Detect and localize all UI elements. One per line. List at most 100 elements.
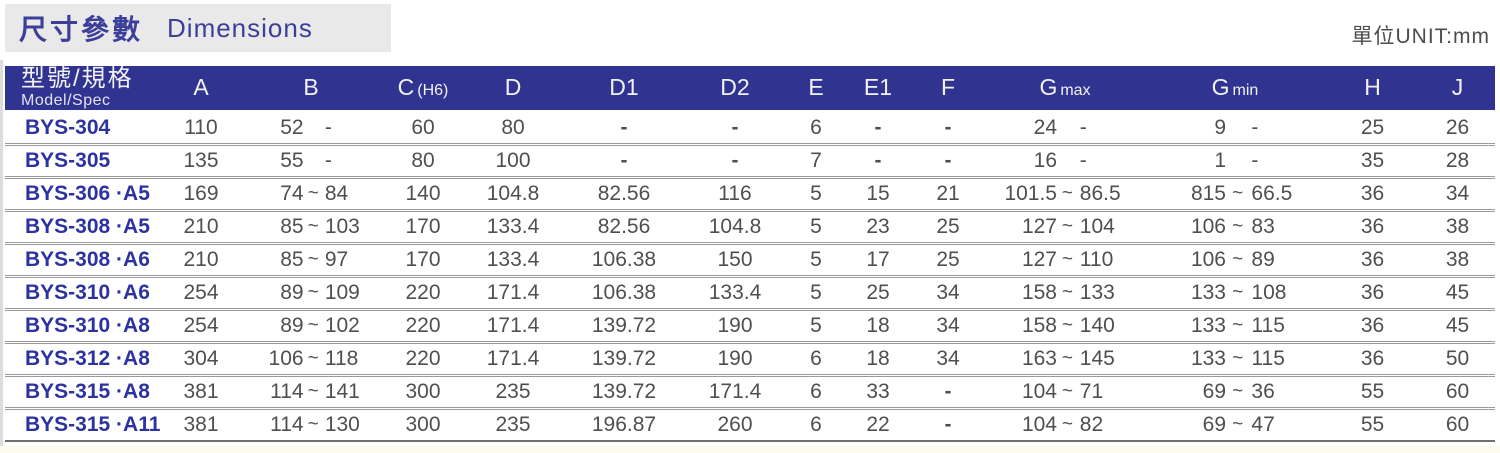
range-value: 55-: [280, 148, 332, 172]
cell-D2: -: [683, 111, 787, 146]
cell-D: 133.4: [461, 210, 565, 245]
table-row: BYS-310 ·A8 254 89 ~102 220 171.4 139.72 190 5 18…: [5, 309, 1495, 344]
cell-Gmax: 163 ~145: [985, 342, 1145, 377]
cell-E1: 25: [845, 276, 911, 311]
range-value: 89 ~102: [280, 313, 360, 337]
cell-E1: 33: [845, 375, 911, 410]
cell-B: 89 ~109: [237, 276, 385, 311]
cell-E1: 22: [845, 408, 911, 442]
cell-Gmin: 9-: [1145, 111, 1325, 146]
cell-Gmax: 104 ~71: [985, 375, 1145, 410]
range-value: 104 ~82: [1021, 412, 1104, 436]
cell-D: 171.4: [461, 309, 565, 344]
cell-model: BYS-306 ·A5: [5, 177, 165, 212]
col-label: F: [940, 74, 956, 101]
cell-Gmax: 158 ~140: [985, 309, 1145, 344]
col-label: A: [193, 74, 209, 101]
cell-F: 21: [911, 177, 985, 212]
cell-E: 6: [787, 111, 845, 146]
cell-A: 135: [165, 144, 237, 179]
range-value: 133 ~115: [1190, 346, 1285, 370]
cell-D2: 104.8: [683, 210, 787, 245]
col-label: H: [1364, 74, 1381, 101]
table-row: BYS-308 ·A6 210 85 ~97 170 133.4 106.38 150 5 17 2…: [5, 243, 1495, 278]
cell-Gmin: 133 ~108: [1145, 276, 1325, 311]
cell-Gmax: 104 ~82: [985, 408, 1145, 442]
col-header-C: C (H6): [385, 66, 461, 113]
col-label: J: [1451, 74, 1464, 101]
table-row: BYS-312 ·A8 304 106 ~118 220 171.4 139.72 190 6 1…: [5, 342, 1495, 377]
cell-Gmax: 101.5 ~86.5: [985, 177, 1145, 212]
table-row: BYS-310 ·A6 254 89 ~109 220 171.4 106.38 133.4 5…: [5, 276, 1495, 311]
cell-C: 220: [385, 276, 461, 311]
cell-E1: -: [845, 144, 911, 179]
cell-H: 36: [1325, 177, 1420, 212]
cell-D2: -: [683, 144, 787, 179]
cell-D2: 260: [683, 408, 787, 442]
cell-J: 26: [1420, 111, 1495, 146]
cell-J: 50: [1420, 342, 1495, 377]
cell-E: 6: [787, 408, 845, 442]
cell-E1: 23: [845, 210, 911, 245]
cell-E1: 18: [845, 309, 911, 344]
col-label: E1: [863, 74, 893, 101]
cell-model: BYS-304: [5, 111, 165, 146]
range-value: 52-: [280, 115, 332, 139]
cell-D1: 139.72: [565, 342, 683, 377]
cell-Gmax: 127 ~110: [985, 243, 1145, 278]
section-title-en: Dimensions: [167, 12, 313, 43]
cell-model: BYS-305: [5, 144, 165, 179]
table-row: BYS-315 ·A11 381 114 ~130 300 235 196.87 260 6 22…: [5, 408, 1495, 442]
cell-C: 220: [385, 342, 461, 377]
cell-H: 25: [1325, 111, 1420, 146]
cell-E: 5: [787, 276, 845, 311]
cell-A: 169: [165, 177, 237, 212]
cell-Gmin: 133 ~115: [1145, 342, 1325, 377]
cell-Gmin: 106 ~83: [1145, 210, 1325, 245]
col-header-E: E: [787, 66, 845, 113]
cell-B: 114 ~130: [237, 408, 385, 442]
cell-C: 170: [385, 210, 461, 245]
cell-E: 6: [787, 375, 845, 410]
cell-C: 170: [385, 243, 461, 278]
cell-E1: -: [845, 111, 911, 146]
cell-D1: 82.56: [565, 177, 683, 212]
table-body: BYS-304 110 52-60 80- -6- -24-9-25 26 BYS-305 13…: [5, 111, 1495, 442]
col-label: B: [303, 74, 319, 101]
bottom-strip: [0, 446, 1500, 453]
cell-F: -: [911, 375, 985, 410]
cell-A: 254: [165, 309, 237, 344]
cell-D1: -: [565, 111, 683, 146]
cell-J: 38: [1420, 243, 1495, 278]
range-value: 101.5 ~86.5: [1004, 181, 1121, 205]
cell-A: 210: [165, 243, 237, 278]
cell-Gmin: 133 ~115: [1145, 309, 1325, 344]
cell-C: 80: [385, 144, 461, 179]
range-value: 24-: [1033, 115, 1087, 139]
cell-E: 5: [787, 309, 845, 344]
cell-A: 381: [165, 408, 237, 442]
cell-D1: 106.38: [565, 276, 683, 311]
col-label: D2: [720, 74, 750, 101]
cell-model: BYS-312 ·A8: [5, 342, 165, 377]
range-value: 158 ~140: [1021, 313, 1115, 337]
cell-H: 36: [1325, 276, 1420, 311]
cell-D: 235: [461, 408, 565, 442]
cell-D2: 133.4: [683, 276, 787, 311]
cell-model: BYS-310 ·A8: [5, 309, 165, 344]
col-header-J: J: [1420, 66, 1495, 113]
cell-F: 25: [911, 210, 985, 245]
cell-B: 89 ~102: [237, 309, 385, 344]
unit-label: 單位UNIT:mm: [1351, 25, 1490, 48]
cell-D1: 139.72: [565, 375, 683, 410]
cell-model: BYS-310 ·A6: [5, 276, 165, 311]
cell-C: 60: [385, 111, 461, 146]
col-header-E1: E1: [845, 66, 911, 113]
cell-Gmin: 69 ~47: [1145, 408, 1325, 442]
range-value: 106 ~118: [268, 346, 359, 370]
cell-H: 55: [1325, 375, 1420, 410]
